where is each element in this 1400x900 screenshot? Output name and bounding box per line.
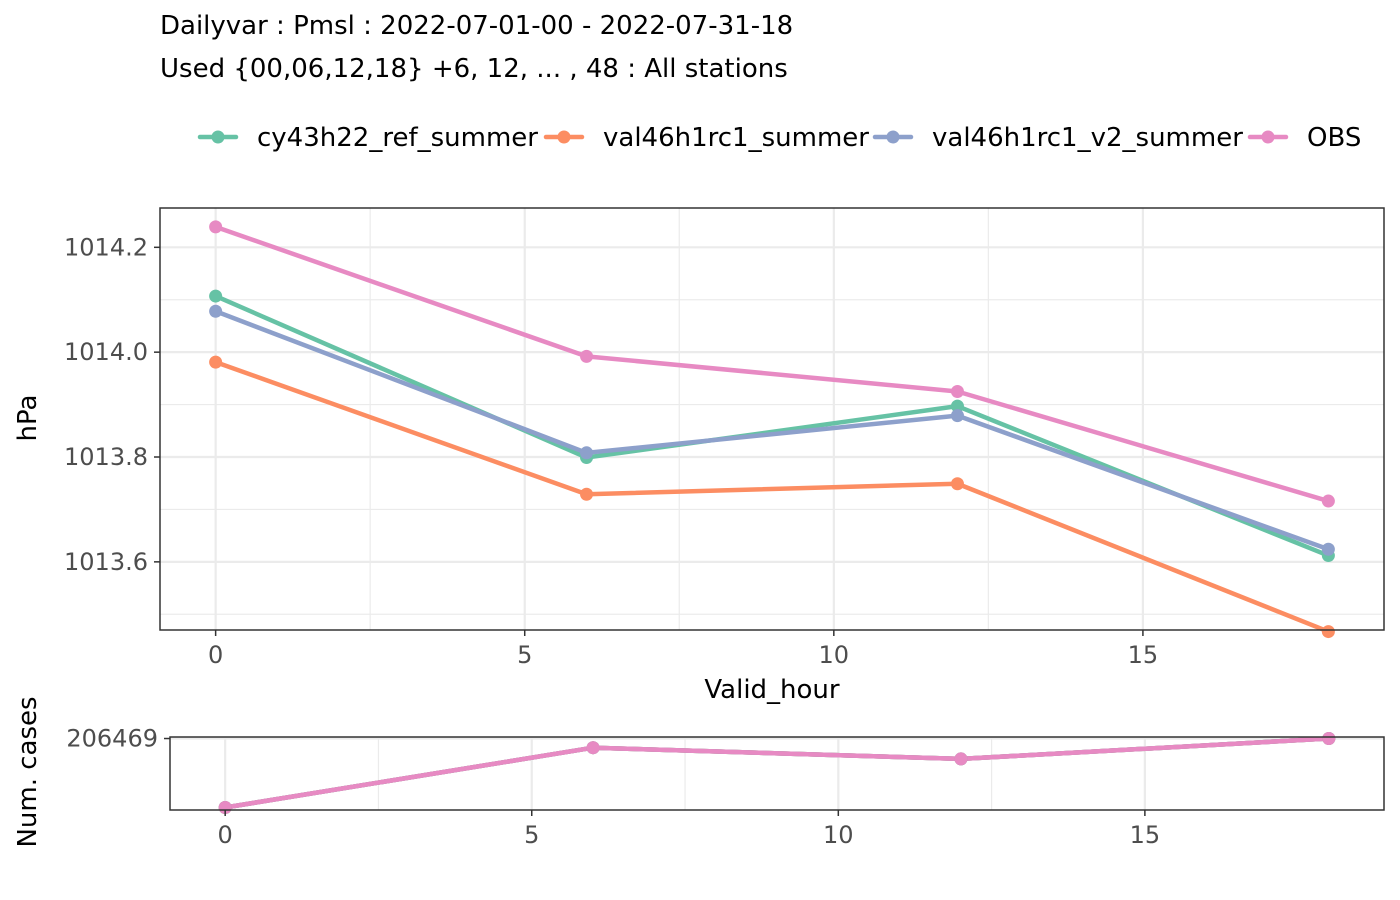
legend-key-point-obs [1261,130,1275,144]
main-point-obs [580,349,594,363]
main-y-tick-label: 1014.0 [64,338,148,366]
legend-key-point-cy43h22-ref-summer [211,130,225,144]
legend-label-cy43h22-ref-summer: cy43h22_ref_summer [257,123,538,153]
main-plot-panel: 0 5 10 15 1013.6 1013.8 1014.0 1014.2 [64,207,1385,669]
main-point-obs [950,384,964,398]
cases-point-obs [1322,732,1336,746]
main-series-line-obs [213,224,1331,504]
main-series-line-val46h1rc1-v2-summer [213,309,1331,552]
cases-panel-border [169,736,1385,811]
main-point-val46h1rc1-summer [950,477,964,491]
legend-label-obs: OBS [1307,123,1361,153]
main-point-val46h1rc1-summer [209,355,223,369]
main-point-cy43h22-ref-summer [950,399,964,413]
cases-point-obs [954,752,968,766]
main-y-tick-label: 1013.8 [64,443,148,471]
legend: cy43h22_ref_summer val46h1rc1_summer val46… [197,123,1361,153]
legend-key-point-val46h1rc1-v2-summer [886,130,900,144]
main-x-tick-label: 15 [1128,641,1159,669]
main-point-val46h1rc1-summer [580,487,594,501]
cases-x-tick-label: 15 [1130,821,1161,849]
main-series-line-val46h1rc1-summer [213,359,1331,634]
num-cases-axis-title: Num. cases [13,696,43,847]
main-x-tick-label: 0 [208,641,223,669]
cases-x-tick-label: 0 [218,821,233,849]
main-point-val46h1rc1-summer [1321,625,1335,639]
main-panel-border [159,207,1385,631]
main-series-line-cy43h22-ref-summer [213,293,1331,558]
main-point-val46h1rc1-v2-summer [580,446,594,460]
main-point-val46h1rc1-v2-summer [950,409,964,423]
main-point-obs [1321,494,1335,508]
main-point-obs [209,220,223,234]
main-x-tick-label: 10 [819,641,850,669]
main-point-val46h1rc1-v2-summer [1321,542,1335,556]
num-cases-panel: 0 5 10 15 206469 [66,725,1385,849]
chart-subtitle: Used {00,06,12,18} +6, 12, ... , 48 : Al… [160,54,788,84]
cases-y-tick-label: 206469 [66,725,158,753]
y-axis-title: hPa [13,395,43,442]
cases-x-tick-label: 10 [823,821,854,849]
chart-title: Dailyvar : Pmsl : 2022-07-01-00 - 2022-0… [160,11,793,41]
legend-label-val46h1rc1-summer: val46h1rc1_summer [603,123,869,153]
main-y-tick-label: 1014.2 [64,233,148,261]
cases-point-obs [218,801,232,815]
main-y-tick-label: 1013.6 [64,548,148,576]
main-x-tick-label: 5 [517,641,532,669]
cases-x-tick-label: 5 [524,821,539,849]
cases-point-obs [586,741,600,755]
cases-series-line-obs [222,736,1332,810]
main-point-cy43h22-ref-summer [209,289,223,303]
main-point-val46h1rc1-v2-summer [209,304,223,318]
legend-label-val46h1rc1-v2-summer: val46h1rc1_v2_summer [932,123,1243,153]
legend-key-point-val46h1rc1-summer [557,130,571,144]
x-axis-title: Valid_hour [704,675,840,705]
